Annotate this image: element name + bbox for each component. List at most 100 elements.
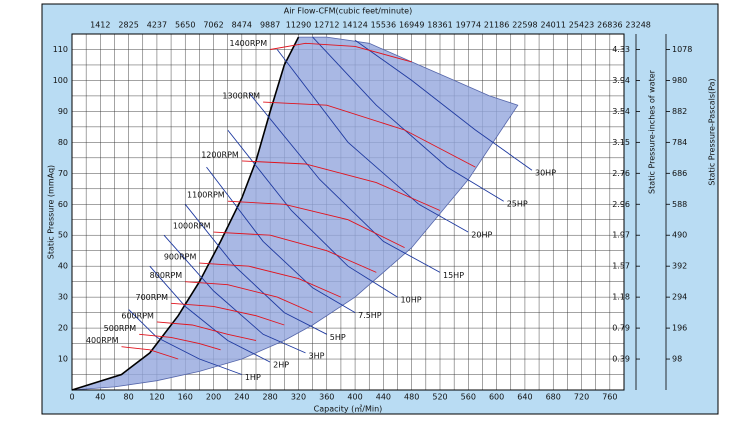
rpm-curve-line bbox=[139, 333, 221, 351]
hp-curve-line bbox=[312, 36, 504, 202]
rpm-curve-line bbox=[121, 346, 179, 360]
rpm-curve-line bbox=[213, 231, 377, 273]
hp-curve-label: 20HP bbox=[471, 231, 492, 240]
cfm-tick-label: 14124 bbox=[342, 21, 367, 30]
x-tick-label: 240 bbox=[234, 393, 249, 402]
inwater-tick-label: 3.15 bbox=[612, 138, 630, 147]
rpm-curve-label: 700RPM bbox=[136, 293, 169, 302]
cfm-tick-label: 11290 bbox=[286, 21, 311, 30]
rpm-curve-label: 400RPM bbox=[86, 336, 119, 345]
pascal-tick-label: 882 bbox=[672, 107, 687, 116]
hp-curve-line bbox=[184, 204, 328, 335]
inwater-tick-label: 2.96 bbox=[612, 200, 630, 209]
rpm-curve-label: 600RPM bbox=[121, 311, 154, 320]
cfm-tick-label: 15536 bbox=[371, 21, 396, 30]
hp-curve-label: 15HP bbox=[443, 271, 464, 280]
pascal-tick-label: 98 bbox=[672, 355, 682, 364]
cfm-tick-label: 19774 bbox=[456, 21, 481, 30]
cfm-tick-label: 8474 bbox=[232, 21, 252, 30]
x-axis-title: Capacity (㎥/Min) bbox=[314, 405, 383, 414]
cfm-tick-label: 4237 bbox=[147, 21, 167, 30]
right-axis-title-inwater: Static Pressure-inches of water bbox=[648, 69, 657, 194]
x-tick-label: 0 bbox=[69, 393, 74, 402]
x-tick-label: 760 bbox=[602, 393, 617, 402]
hp-curves: 1HP 2HP 3HP 5HP 7.5HP 10HP 15HP 20HP 25HP 30HP bbox=[128, 36, 556, 382]
x-tick-label: 120 bbox=[149, 393, 164, 402]
hp-curve-label: 10HP bbox=[401, 296, 422, 305]
hp-curve-line bbox=[227, 129, 398, 298]
rpm-curve-line bbox=[263, 101, 476, 168]
cfm-tick-label: 26836 bbox=[597, 21, 622, 30]
y-tick-label: 80 bbox=[58, 138, 68, 147]
x-tick-label: 480 bbox=[404, 393, 419, 402]
y-tick-label: 20 bbox=[58, 324, 68, 333]
hp-curve-label: 1HP bbox=[245, 373, 261, 382]
cfm-tick-label: 12712 bbox=[314, 21, 339, 30]
rpm-curve-label: 1300RPM bbox=[222, 92, 260, 101]
rpm-curve-label: 800RPM bbox=[150, 271, 183, 280]
pascal-tick-label: 588 bbox=[672, 200, 687, 209]
x-tick-label: 80 bbox=[124, 393, 134, 402]
x-tick-label: 640 bbox=[517, 393, 532, 402]
hp-curve-line bbox=[206, 166, 356, 313]
y-tick-label: 30 bbox=[58, 293, 68, 302]
x-tick-label: 520 bbox=[432, 393, 447, 402]
x-tick-label: 560 bbox=[461, 393, 476, 402]
x-tick-label: 680 bbox=[546, 393, 561, 402]
rpm-curve-line bbox=[199, 262, 342, 298]
cfm-tick-label: 1412 bbox=[90, 21, 110, 30]
inwater-tick-label: 0.39 bbox=[612, 355, 630, 364]
pascal-tick-label: 392 bbox=[672, 262, 687, 271]
rpm-curve-label: 900RPM bbox=[164, 253, 197, 262]
hp-curve-line bbox=[163, 234, 306, 354]
x-tick-label: 280 bbox=[263, 393, 278, 402]
hp-curve-line bbox=[128, 309, 242, 375]
hp-curve-line bbox=[149, 265, 271, 363]
x-tick-label: 720 bbox=[574, 393, 589, 402]
cfm-tick-label: 25423 bbox=[569, 21, 594, 30]
hp-curve-label: 5HP bbox=[330, 333, 346, 342]
x-tick-label: 440 bbox=[376, 393, 391, 402]
rpm-curve-label: 1100RPM bbox=[187, 191, 225, 200]
cfm-tick-label: 16949 bbox=[399, 21, 424, 30]
hp-curve-label: 25HP bbox=[507, 200, 528, 209]
pascal-tick-label: 490 bbox=[672, 231, 687, 240]
y-tick-label: 10 bbox=[58, 355, 68, 364]
pascal-tick-label: 980 bbox=[672, 76, 687, 85]
x-tick-label: 200 bbox=[206, 393, 221, 402]
x-tick-label: 600 bbox=[489, 393, 504, 402]
surge-line bbox=[71, 36, 300, 391]
inwater-tick-label: 3.94 bbox=[612, 76, 630, 85]
pascal-tick-label: 196 bbox=[672, 324, 687, 333]
cfm-tick-label: 5650 bbox=[175, 21, 195, 30]
x-tick-label: 160 bbox=[178, 393, 193, 402]
cfm-tick-label: 9887 bbox=[260, 21, 280, 30]
pascal-tick-label: 686 bbox=[672, 169, 687, 178]
inwater-tick-label: 1.57 bbox=[612, 262, 630, 271]
y-tick-label: 70 bbox=[58, 169, 68, 178]
inwater-tick-label: 3.54 bbox=[612, 107, 630, 116]
rpm-curve-label: 1400RPM bbox=[229, 39, 267, 48]
pascal-tick-label: 784 bbox=[672, 138, 687, 147]
cfm-tick-label: 2825 bbox=[118, 21, 138, 30]
y-tick-label: 50 bbox=[58, 231, 68, 240]
y-tick-label: 60 bbox=[58, 200, 68, 209]
rpm-curve-line bbox=[241, 160, 441, 211]
right-axis-title-pascal: Static Pressure-Pascals(Pa) bbox=[708, 78, 717, 185]
rpm-curve-label: 500RPM bbox=[104, 324, 137, 333]
y-axis-title: Static Pressure (mmAq) bbox=[47, 165, 56, 259]
inwater-tick-label: 1.97 bbox=[612, 231, 630, 240]
x-tick-label: 320 bbox=[291, 393, 306, 402]
hp-curve-line bbox=[276, 49, 469, 233]
rpm-curves: 400RPM 500RPM 600RPM 700RPM 800RPM 900RPM 1000… bbox=[86, 39, 476, 360]
y-tick-label: 90 bbox=[58, 107, 68, 116]
hp-curve-label: 3HP bbox=[309, 351, 325, 360]
hp-curve-label: 7.5HP bbox=[358, 311, 382, 320]
x-tick-label: 360 bbox=[319, 393, 334, 402]
hp-curve-label: 2HP bbox=[273, 361, 289, 370]
rpm-curve-line bbox=[156, 321, 257, 341]
rpm-curve-label: 1200RPM bbox=[201, 150, 239, 159]
plot-border bbox=[71, 33, 625, 391]
hp-curve-label: 30HP bbox=[535, 169, 556, 178]
